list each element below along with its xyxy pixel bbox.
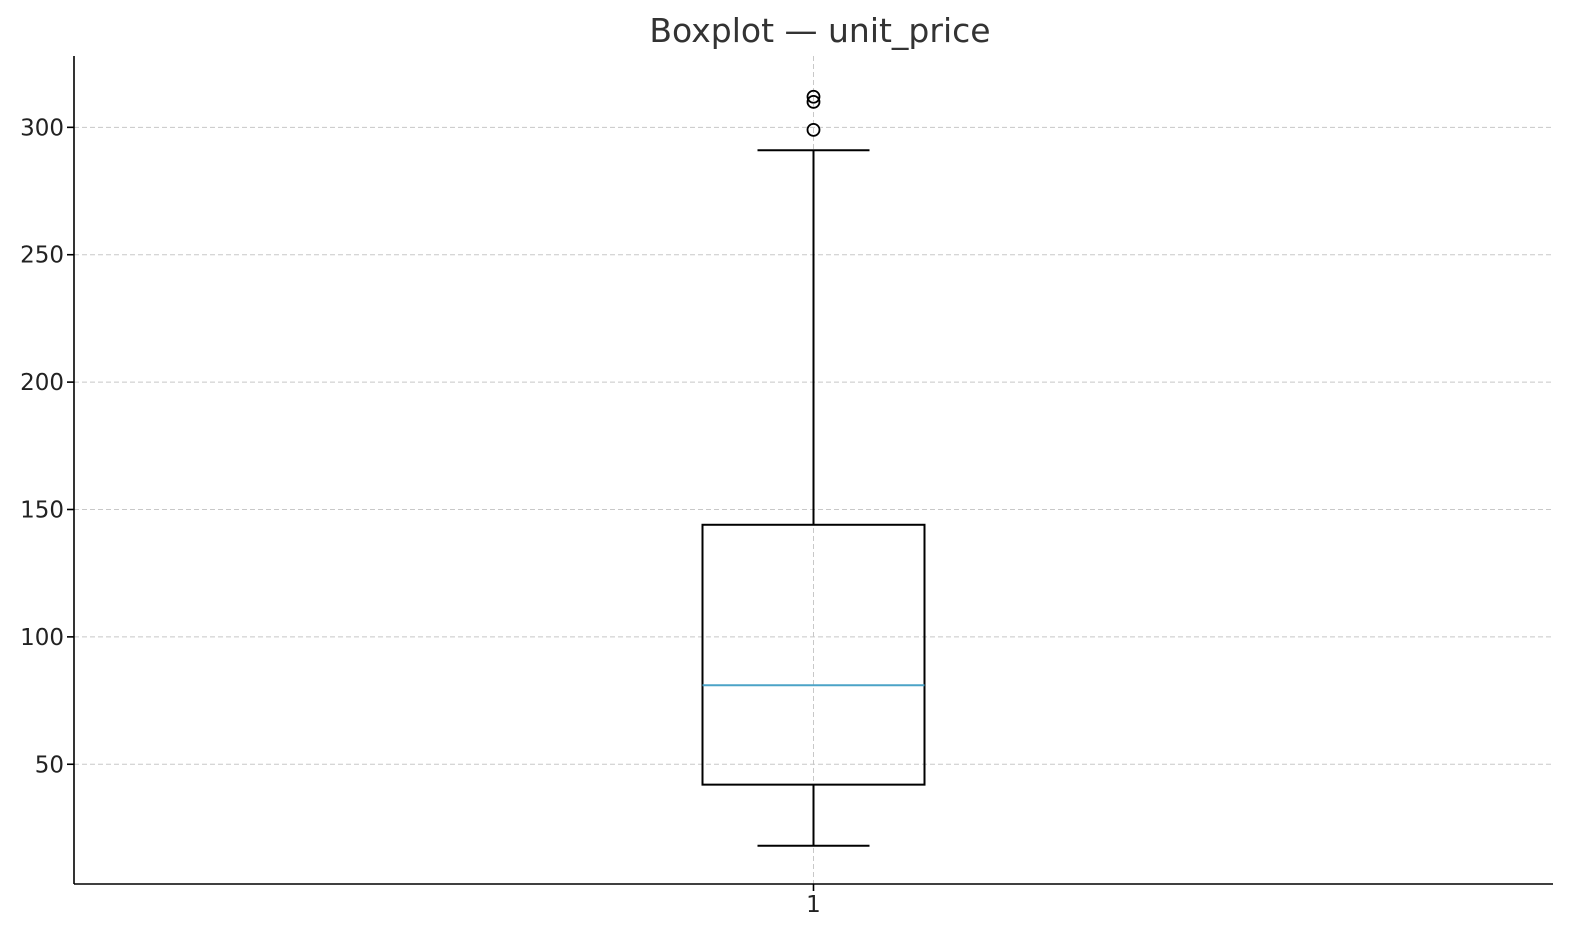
y-tick-label: 250 xyxy=(20,243,64,269)
x-tick-label: 1 xyxy=(806,892,821,918)
y-tick-label: 100 xyxy=(20,625,64,651)
axis-layer: 50 100 150 200 250 300 1 xyxy=(20,56,1553,918)
box-layer xyxy=(701,89,926,847)
outlier-point xyxy=(806,94,821,109)
y-tick-label: 200 xyxy=(20,370,64,396)
outlier-point xyxy=(806,89,821,104)
outlier-point xyxy=(806,122,821,137)
iqr-box xyxy=(701,523,926,786)
chart-title: Boxplot — unit_price xyxy=(649,11,990,50)
y-tick-label: 300 xyxy=(20,115,64,141)
y-tick-label: 150 xyxy=(20,497,64,523)
y-tick-label: 50 xyxy=(35,752,64,778)
